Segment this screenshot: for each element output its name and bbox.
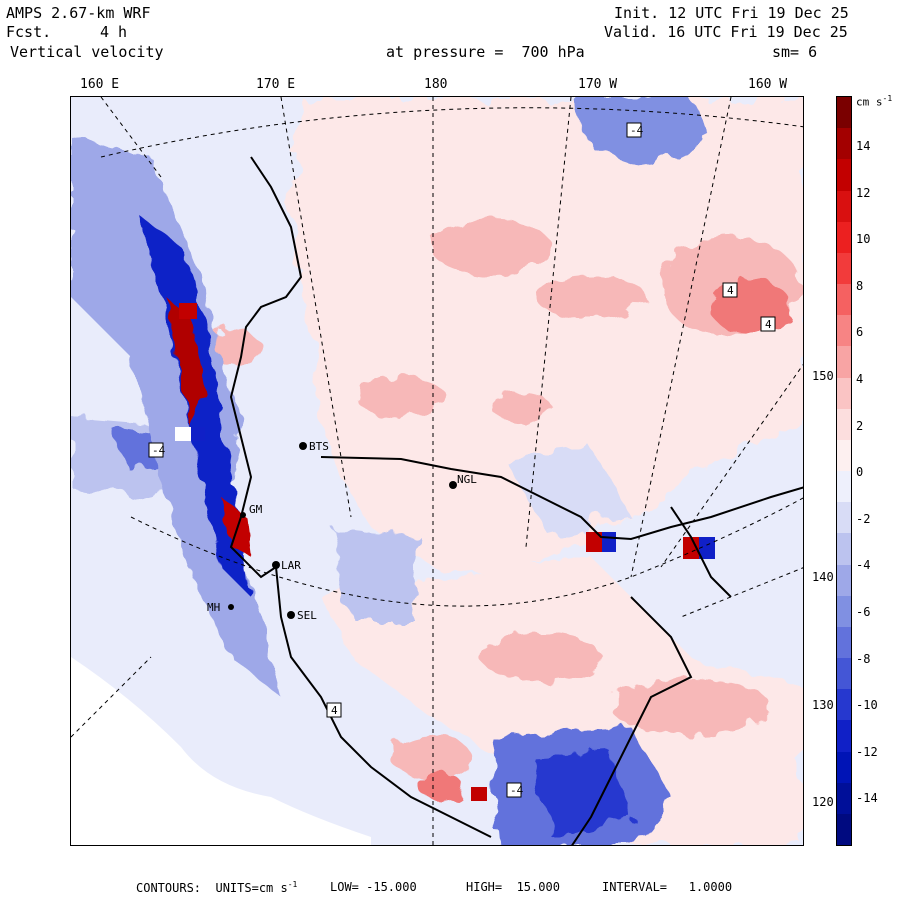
- valid-time: Valid. 16 UTC Fri 19 Dec 25: [604, 23, 848, 41]
- colorbar-swatch: [837, 658, 851, 690]
- colorbar-swatch: [837, 471, 851, 503]
- mountain-band: [71, 137, 281, 697]
- colorbar-swatch: [837, 533, 851, 565]
- contour-label: 4: [765, 318, 772, 331]
- station-label: LAR: [281, 559, 301, 572]
- contour-label: -4: [510, 784, 524, 797]
- vertical-velocity-map: BTS NGL GM LAR SEL MH -4 4 4 -4 4 -4: [70, 96, 804, 846]
- colorbar-swatch: [837, 751, 851, 784]
- station-label: MH: [207, 601, 220, 614]
- station-label: GM: [249, 503, 263, 516]
- colorbar-tick-label: 12: [856, 185, 871, 200]
- footer-interval: INTERVAL= 1.0000: [602, 880, 733, 894]
- colorbar-tick-label: -14: [856, 791, 878, 806]
- colorbar-tick-label: 6: [856, 325, 864, 340]
- colorbar-swatch: [837, 564, 851, 597]
- colorbar-swatch: [837, 97, 851, 129]
- colorbar-swatch: [837, 689, 851, 721]
- contour-label: -4: [152, 444, 166, 457]
- lon-label: 170 E: [256, 77, 296, 92]
- colorbar-swatch: [837, 595, 851, 628]
- colorbar-swatch: [837, 315, 851, 347]
- footer-units: CONTOURS: UNITS=cm s-1: [136, 880, 298, 895]
- station-label: BTS: [309, 440, 329, 453]
- init-time: Init. 12 UTC Fri 19 Dec 25: [614, 4, 849, 22]
- colorbar-swatch: [837, 782, 851, 815]
- colorbar-swatch: [837, 408, 851, 441]
- colorbar-tick-label: 4: [856, 372, 864, 386]
- colorbar-tick-label: 10: [856, 232, 871, 247]
- model-title: AMPS 2.67-km WRF: [6, 4, 151, 22]
- smoothing-value: sm= 6: [772, 43, 818, 61]
- station-markers: [228, 442, 457, 619]
- colorbar-tick-label: -12: [856, 744, 878, 759]
- colorbar-swatch: [837, 284, 851, 316]
- forecast-value: 4 h: [100, 23, 128, 41]
- station-label: SEL: [297, 609, 317, 622]
- pressure-level: at pressure = 700 hPa: [386, 43, 585, 61]
- colorbar-swatch: [837, 720, 851, 752]
- colorbar-tick-label: 0: [856, 465, 864, 480]
- footer-high: HIGH= 15.000: [466, 880, 560, 894]
- masked-region: [71, 657, 371, 845]
- contour-label: 4: [331, 704, 338, 717]
- contour-label: -4: [630, 124, 644, 137]
- colorbar-swatch: [837, 346, 851, 378]
- colorbar-tick-label: -2: [856, 511, 871, 526]
- colorbar-tick-label: -6: [856, 605, 871, 619]
- colorbar: [836, 96, 852, 846]
- colorbar-swatch: [837, 502, 851, 534]
- contour-label: 4: [727, 284, 734, 297]
- forecast-label: Fcst.: [6, 23, 52, 41]
- colorbar-swatch: [837, 439, 851, 472]
- colorbar-swatch: [837, 221, 851, 254]
- colorbar-tick-label: -8: [856, 651, 871, 666]
- colorbar-swatch: [837, 190, 851, 223]
- colorbar-swatch: [837, 626, 851, 659]
- colorbar-tick-label: -10: [856, 698, 878, 713]
- contour-label-boxes: [148, 122, 776, 798]
- lon-label: 160 W: [748, 77, 788, 92]
- footer-low: LOW= -15.000: [330, 880, 417, 894]
- lon-label: 170 W: [578, 77, 618, 92]
- field-name: Vertical velocity: [10, 43, 164, 61]
- colorbar-tick-label: 8: [856, 278, 864, 293]
- colorbar-swatch: [837, 813, 851, 846]
- colorbar-tick-label: 14: [856, 139, 871, 153]
- map-canvas: BTS NGL GM LAR SEL MH -4 4 4 -4 4 -4: [71, 97, 803, 845]
- colorbar-units: cm s-1: [856, 94, 893, 109]
- colorbar-swatch: [837, 159, 851, 191]
- colorbar-swatch: [837, 377, 851, 410]
- colorbar-tick-label: 2: [856, 418, 864, 433]
- lon-label: 180: [424, 77, 448, 92]
- station-label: NGL: [457, 473, 477, 486]
- colorbar-swatch: [837, 252, 851, 285]
- colorbar-swatch: [837, 128, 851, 160]
- lon-label: 160 E: [80, 77, 120, 92]
- colorbar-tick-label: -4: [856, 558, 871, 573]
